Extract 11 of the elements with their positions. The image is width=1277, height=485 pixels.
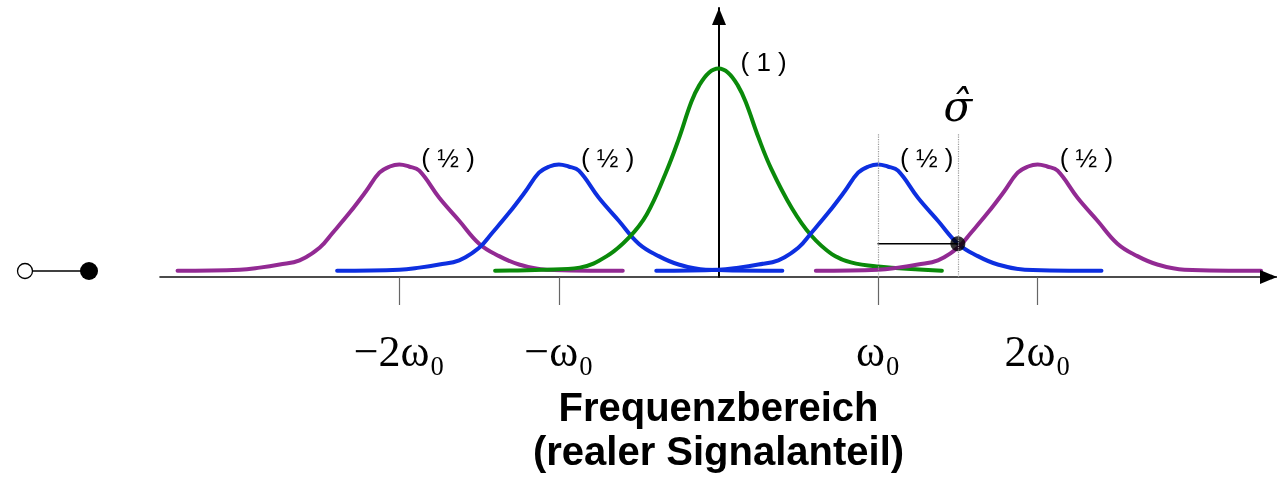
annotation: ( ½ ) <box>421 143 475 174</box>
annotation: ( ½ ) <box>580 143 635 174</box>
x-tick-label: −2ω₀ <box>353 326 445 376</box>
x-tick-label: −ω₀ <box>524 326 594 376</box>
ref-line-label: σ̂ <box>943 81 974 131</box>
x-axis-title: Frequenzbereich (realer Signalanteil) <box>532 385 905 473</box>
x-tick-label: ω₀ <box>855 326 901 376</box>
annotation: ( 1 ) <box>740 47 787 78</box>
x-tick-label: 2ω₀ <box>1004 326 1071 376</box>
annotation: ( ½ ) <box>1059 143 1114 174</box>
annotation: ( ½ ) <box>900 143 954 174</box>
